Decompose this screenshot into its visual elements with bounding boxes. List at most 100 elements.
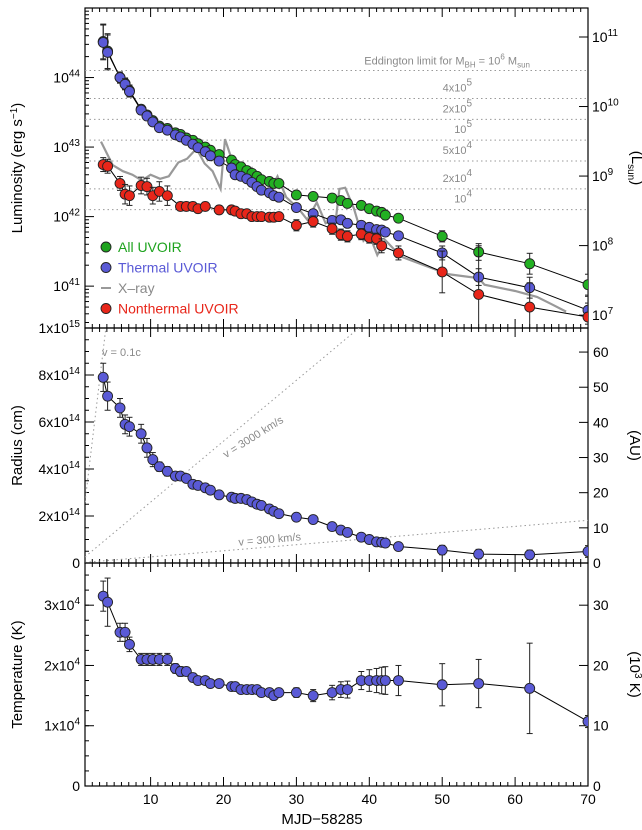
velocity-label: v = 3000 km/s bbox=[221, 414, 286, 461]
y-tick-label: 1x1015 bbox=[39, 319, 81, 336]
right-tick-label: 60 bbox=[593, 344, 609, 360]
data-point-nonthermal-uvoir bbox=[213, 204, 225, 216]
eddington-title: Eddington limit for MBH = 106 Msun bbox=[364, 53, 530, 70]
data-point-all-uvoir bbox=[290, 189, 302, 201]
right-tick-label: 107 bbox=[592, 306, 614, 323]
y-axis-label: Radius (cm) bbox=[9, 405, 26, 486]
data-point-nonthermal-uvoir bbox=[199, 200, 211, 212]
data-point-nonthermal-uvoir bbox=[582, 311, 588, 323]
velocity-label: v = 300 km/s bbox=[238, 531, 302, 548]
y-tick-label: 2x1014 bbox=[39, 507, 81, 524]
eddington-label: 2x104 bbox=[443, 168, 473, 185]
data-point-all-uvoir bbox=[307, 190, 319, 202]
data-point-all-uvoir bbox=[436, 230, 448, 242]
data-point-thermal-uvoir bbox=[307, 514, 319, 525]
data-point-thermal-uvoir bbox=[204, 150, 216, 162]
data-point-thermal-uvoir bbox=[135, 428, 147, 440]
data-point-thermal-uvoir bbox=[97, 371, 109, 383]
data-point-nonthermal-uvoir bbox=[141, 181, 153, 193]
data-point-thermal-uvoir bbox=[307, 690, 319, 702]
legend-label: All UVOIR bbox=[118, 239, 182, 255]
data-point-thermal-uvoir bbox=[204, 484, 216, 496]
y-tick-label: 1042 bbox=[53, 208, 80, 225]
data-point-nonthermal-uvoir bbox=[307, 216, 319, 227]
series-line-thermal-uvoir bbox=[102, 595, 588, 722]
y-tick-label: 1043 bbox=[53, 138, 80, 155]
x-tick-label: 60 bbox=[507, 791, 523, 807]
data-point-thermal-uvoir bbox=[582, 716, 588, 727]
y-tick-label: 3x104 bbox=[44, 596, 80, 613]
right-tick-label: 109 bbox=[592, 167, 614, 184]
y-tick-label: 1041 bbox=[53, 277, 80, 294]
data-point-all-uvoir bbox=[273, 177, 285, 189]
right-tick-label: 20 bbox=[593, 657, 609, 673]
velocity-line bbox=[85, 519, 588, 563]
data-point-thermal-uvoir bbox=[124, 421, 135, 433]
right-tick-label: 1011 bbox=[592, 28, 618, 45]
right-tick-label: 50 bbox=[593, 379, 609, 395]
data-point-nonthermal-uvoir bbox=[393, 247, 404, 259]
y-tick-label: 0 bbox=[72, 555, 80, 571]
data-point-thermal-uvoir bbox=[582, 546, 588, 557]
data-point-thermal-uvoir bbox=[102, 46, 114, 58]
y-tick-label: 2x104 bbox=[44, 656, 80, 673]
y-tick-label: 8x1014 bbox=[39, 366, 81, 383]
data-point-nonthermal-uvoir bbox=[290, 219, 302, 231]
x-tick-label: 30 bbox=[289, 791, 305, 807]
data-point-thermal-uvoir bbox=[473, 678, 485, 689]
data-point-thermal-uvoir bbox=[290, 687, 302, 699]
data-point-thermal-uvoir bbox=[102, 596, 114, 608]
data-point-thermal-uvoir bbox=[341, 217, 353, 229]
data-point-nonthermal-uvoir bbox=[341, 230, 353, 242]
data-point-thermal-uvoir bbox=[473, 548, 485, 560]
eddington-label: 105 bbox=[454, 119, 472, 136]
eddington-label: 2x105 bbox=[443, 98, 473, 115]
data-point-thermal-uvoir bbox=[524, 682, 536, 694]
right-tick-label: 20 bbox=[593, 485, 609, 501]
data-point-all-uvoir bbox=[379, 209, 391, 221]
data-point-thermal-uvoir bbox=[273, 191, 285, 203]
temperature-panel: 0 1x104 2x104 3x104 0 10 20 30 (103 K) Temperatur… bbox=[9, 562, 642, 794]
legend-marker bbox=[100, 262, 112, 273]
data-point-thermal-uvoir bbox=[273, 508, 285, 520]
data-point-thermal-uvoir bbox=[114, 402, 126, 414]
legend-marker bbox=[100, 241, 112, 253]
data-point-nonthermal-uvoir bbox=[376, 240, 388, 252]
data-point-thermal-uvoir bbox=[97, 36, 109, 48]
data-point-thermal-uvoir bbox=[341, 527, 353, 538]
eddington-label: 5x104 bbox=[443, 140, 473, 157]
data-point-nonthermal-uvoir bbox=[473, 288, 485, 300]
luminosity-panel: 1041 1042 1043 1044 107 108 109 1010 1011 (Lsun) L… bbox=[9, 7, 642, 329]
data-point-thermal-uvoir bbox=[213, 489, 225, 501]
right-tick-label: 10 bbox=[593, 718, 609, 734]
data-point-thermal-uvoir bbox=[393, 541, 404, 552]
data-point-thermal-uvoir bbox=[153, 461, 165, 473]
data-point-thermal-uvoir bbox=[147, 454, 159, 466]
x-axis-label: MJD−58285 bbox=[281, 811, 362, 828]
data-point-all-uvoir bbox=[393, 212, 404, 224]
data-point-nonthermal-uvoir bbox=[273, 211, 285, 223]
y-axis-label: Temperature (K) bbox=[9, 620, 26, 728]
data-point-all-uvoir bbox=[582, 279, 588, 291]
temperature-plot-area bbox=[97, 577, 588, 735]
right-axis-label: (103 K) bbox=[626, 651, 642, 697]
data-point-thermal-uvoir bbox=[341, 684, 353, 696]
data-point-thermal-uvoir bbox=[290, 202, 302, 213]
y-tick-label: 1x104 bbox=[44, 717, 80, 734]
data-point-thermal-uvoir bbox=[393, 230, 404, 242]
data-point-thermal-uvoir bbox=[124, 86, 135, 97]
right-axis-label: (AU) bbox=[626, 430, 642, 461]
right-tick-label: 108 bbox=[592, 237, 614, 254]
velocity-label: v = 0.1c bbox=[102, 347, 141, 359]
data-point-thermal-uvoir bbox=[213, 678, 225, 689]
radius-panel: 0 2x1014 4x1014 6x1014 8x1014 1x1015 0 10 20 30 40… bbox=[9, 319, 642, 571]
data-point-thermal-uvoir bbox=[141, 442, 153, 454]
data-point-thermal-uvoir bbox=[161, 653, 173, 665]
data-point-thermal-uvoir bbox=[213, 155, 225, 167]
data-point-nonthermal-uvoir bbox=[436, 266, 448, 278]
data-point-all-uvoir bbox=[341, 197, 353, 209]
data-point-thermal-uvoir bbox=[119, 626, 131, 638]
data-point-all-uvoir bbox=[524, 258, 536, 270]
data-point-nonthermal-uvoir bbox=[524, 301, 536, 313]
